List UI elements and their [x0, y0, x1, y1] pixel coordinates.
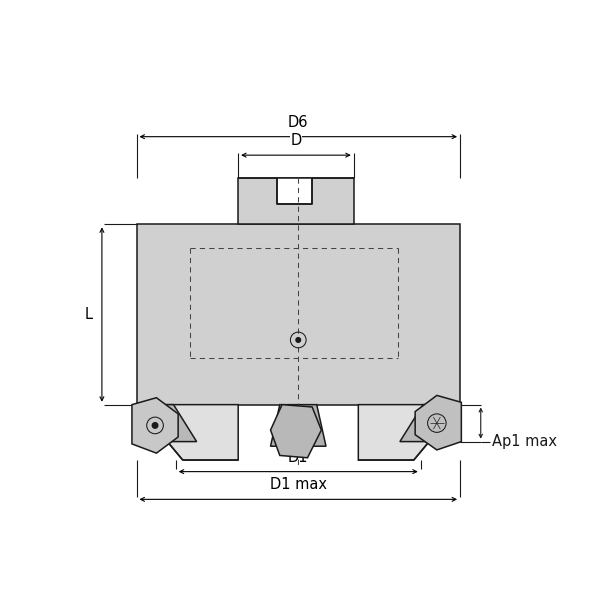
FancyBboxPatch shape	[238, 178, 354, 224]
Polygon shape	[137, 404, 238, 460]
Polygon shape	[271, 404, 322, 458]
Circle shape	[152, 422, 158, 428]
Text: D1 max: D1 max	[270, 478, 327, 493]
Text: Ap1 max: Ap1 max	[493, 434, 557, 449]
Text: D6: D6	[288, 115, 308, 130]
Text: D: D	[290, 133, 302, 148]
Polygon shape	[358, 404, 460, 460]
Polygon shape	[271, 404, 326, 446]
Polygon shape	[415, 395, 461, 450]
Polygon shape	[132, 398, 178, 453]
FancyBboxPatch shape	[277, 178, 312, 203]
Circle shape	[296, 338, 301, 342]
Text: L: L	[85, 307, 93, 322]
Polygon shape	[400, 404, 460, 442]
Text: D1: D1	[288, 450, 308, 464]
FancyBboxPatch shape	[137, 224, 460, 404]
Polygon shape	[137, 404, 197, 442]
